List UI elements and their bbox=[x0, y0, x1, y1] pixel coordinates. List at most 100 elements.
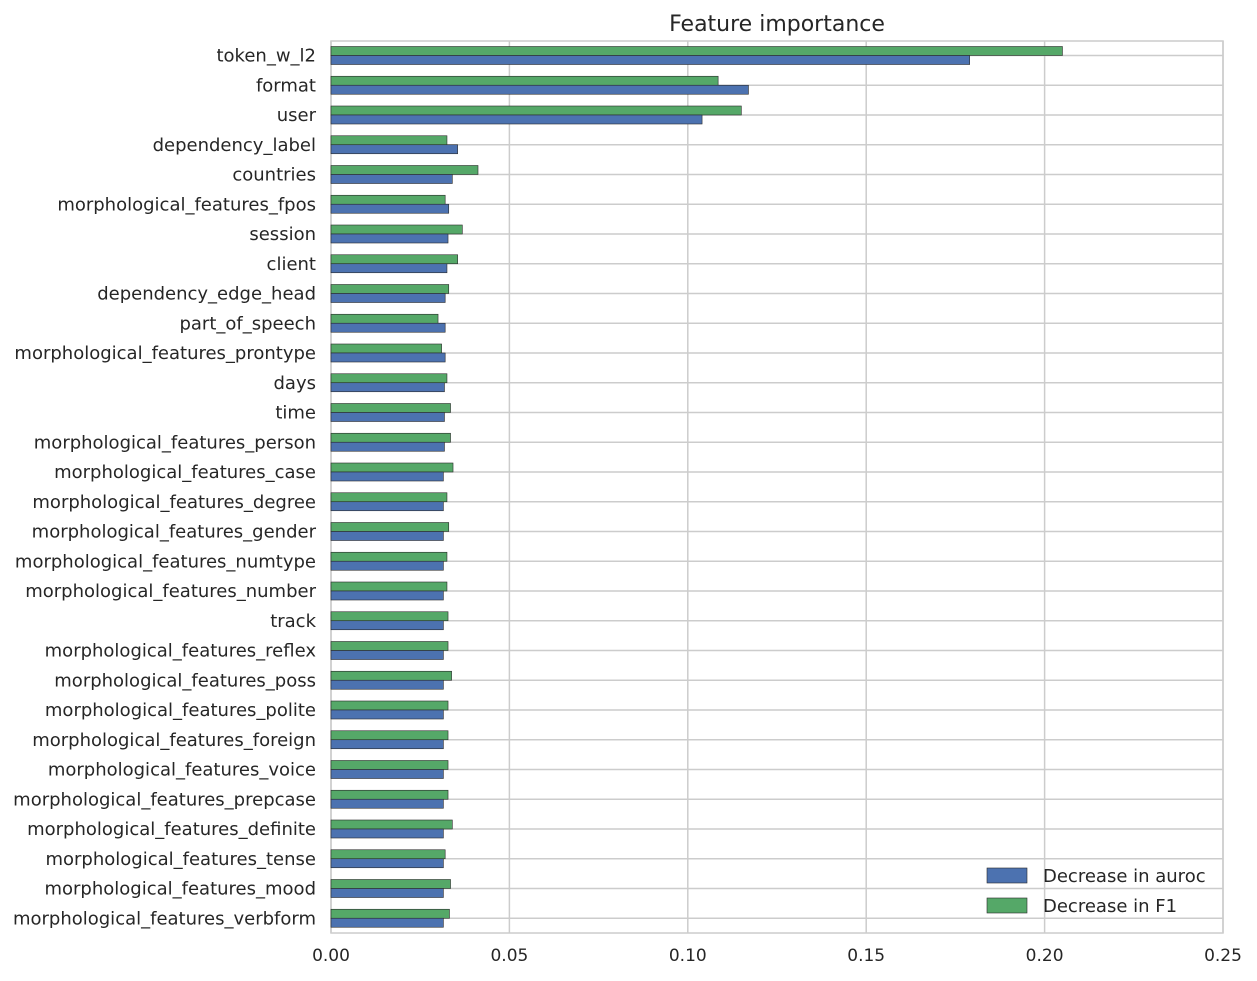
bar-auroc bbox=[330, 84, 749, 95]
category-label: morphological_features_fpos bbox=[57, 194, 316, 215]
category-label: morphological_features_tense bbox=[45, 849, 316, 870]
bar-f1 bbox=[330, 194, 446, 205]
bar-auroc bbox=[330, 917, 444, 928]
category-label: morphological_features_numtype bbox=[15, 551, 316, 572]
bar-auroc bbox=[330, 322, 446, 333]
bar-f1 bbox=[330, 224, 463, 235]
category-label: morphological_features_mood bbox=[44, 879, 316, 900]
bar-f1 bbox=[330, 700, 449, 711]
category-label: morphological_features_reflex bbox=[45, 641, 317, 662]
bar-f1 bbox=[330, 46, 1063, 56]
x-tick-label: 0.20 bbox=[1026, 946, 1064, 966]
category-label: morphological_features_polite bbox=[45, 700, 316, 721]
category-label: format bbox=[256, 75, 316, 96]
bar-auroc bbox=[330, 739, 444, 750]
category-label: morphological_features_definite bbox=[27, 819, 316, 840]
bar-auroc bbox=[330, 888, 444, 898]
bar-f1 bbox=[330, 730, 449, 741]
category-label: token_w_l2 bbox=[216, 46, 316, 67]
category-label: session bbox=[249, 224, 316, 245]
bars bbox=[330, 46, 1063, 928]
bar-auroc bbox=[330, 828, 444, 839]
category-label: morphological_features_number bbox=[25, 581, 316, 602]
bar-f1 bbox=[330, 789, 449, 800]
category-label: track bbox=[270, 611, 316, 632]
category-label: morphological_features_poss bbox=[54, 670, 316, 691]
chart-title: Feature importance bbox=[669, 12, 885, 37]
bar-f1 bbox=[330, 462, 454, 473]
bar-auroc bbox=[330, 709, 444, 720]
bar-auroc bbox=[330, 769, 444, 779]
x-tick-label: 0.05 bbox=[490, 946, 528, 966]
legend-label-f1: Decrease in F1 bbox=[1043, 896, 1177, 917]
bar-f1 bbox=[330, 343, 442, 354]
bar-auroc bbox=[330, 620, 444, 631]
bar-f1 bbox=[330, 760, 449, 770]
bar-f1 bbox=[330, 254, 458, 265]
bar-auroc bbox=[330, 590, 444, 601]
bar-auroc bbox=[330, 293, 446, 303]
x-tick-label: 0.25 bbox=[1204, 946, 1242, 966]
bar-auroc bbox=[330, 798, 444, 809]
legend-swatch-f1 bbox=[986, 897, 1028, 914]
bar-auroc bbox=[330, 412, 445, 422]
bar-f1 bbox=[330, 551, 448, 562]
category-label: days bbox=[274, 373, 317, 394]
bar-f1 bbox=[330, 432, 451, 443]
bar-f1 bbox=[330, 581, 448, 592]
category-label: morphological_features_verbform bbox=[13, 908, 316, 929]
x-tick-label: 0.10 bbox=[669, 946, 707, 966]
bar-f1 bbox=[330, 522, 450, 532]
bar-f1 bbox=[330, 105, 742, 116]
bar-auroc bbox=[330, 560, 444, 571]
category-label: time bbox=[275, 403, 316, 424]
bar-f1 bbox=[330, 284, 450, 294]
category-label: morphological_features_voice bbox=[48, 760, 316, 781]
category-label: part_of_speech bbox=[179, 313, 316, 334]
bar-auroc bbox=[330, 501, 444, 512]
bar-f1 bbox=[330, 313, 439, 324]
bar-auroc bbox=[330, 471, 444, 482]
bar-auroc bbox=[330, 144, 458, 155]
bar-auroc bbox=[330, 531, 444, 541]
x-tick-label: 0.15 bbox=[847, 946, 885, 966]
bar-auroc bbox=[330, 441, 445, 452]
category-label: dependency_label bbox=[153, 135, 316, 156]
legend: Decrease in auroc Decrease in F1 bbox=[986, 866, 1206, 917]
bar-auroc bbox=[330, 55, 970, 65]
bar-f1 bbox=[330, 611, 449, 622]
legend-swatch-auroc bbox=[986, 867, 1028, 884]
bar-auroc bbox=[330, 679, 444, 690]
bar-auroc bbox=[330, 114, 703, 125]
plot-area bbox=[330, 40, 1224, 934]
category-label: morphological_features_case bbox=[54, 462, 316, 483]
bar-f1 bbox=[330, 373, 448, 384]
category-label: user bbox=[277, 105, 317, 126]
bar-f1 bbox=[330, 403, 451, 413]
bar-f1 bbox=[330, 165, 479, 175]
bar-f1 bbox=[330, 135, 448, 146]
x-tick-labels: 0.00 0.05 0.10 0.15 0.20 0.25 bbox=[312, 946, 1242, 966]
bar-f1 bbox=[330, 75, 719, 86]
bar-auroc bbox=[330, 858, 444, 869]
category-label: morphological_features_prepcase bbox=[13, 789, 316, 810]
category-label: morphological_features_foreign bbox=[32, 730, 316, 751]
category-label: morphological_features_gender bbox=[32, 522, 317, 543]
bar-auroc bbox=[330, 174, 453, 184]
bar-f1 bbox=[330, 819, 453, 830]
category-label: client bbox=[267, 254, 316, 275]
bar-auroc bbox=[330, 382, 445, 393]
category-label: countries bbox=[232, 165, 316, 186]
bar-f1 bbox=[330, 908, 450, 919]
category-label: morphological_features_degree bbox=[32, 492, 316, 513]
legend-label-auroc: Decrease in auroc bbox=[1043, 866, 1206, 887]
bar-f1 bbox=[330, 670, 452, 681]
category-label: morphological_features_person bbox=[34, 432, 316, 453]
bar-f1 bbox=[330, 492, 448, 503]
bar-f1 bbox=[330, 879, 451, 889]
bar-auroc bbox=[330, 650, 444, 660]
bar-auroc bbox=[330, 233, 449, 244]
bar-auroc bbox=[330, 352, 446, 363]
